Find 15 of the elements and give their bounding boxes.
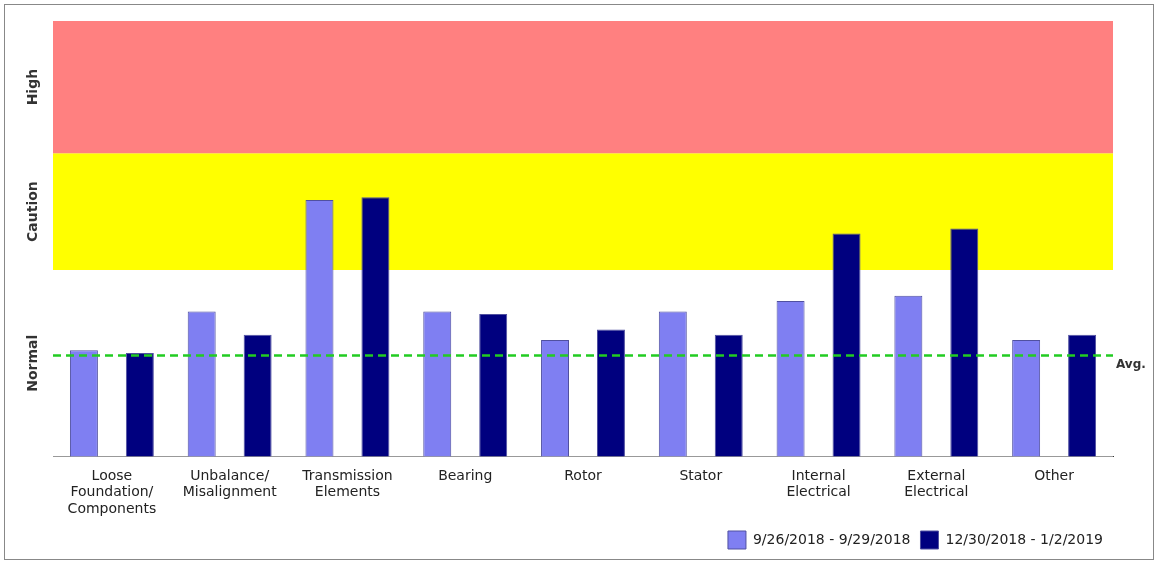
legend-label: 12/30/2018 - 1/2/2019	[945, 530, 1104, 547]
band-label: Caution	[23, 181, 40, 242]
ref-line-label: Avg.	[1116, 356, 1146, 371]
x-tick-label: External Electrical	[904, 466, 969, 500]
x-tick-label: Unbalance/ Misalignment	[182, 466, 278, 500]
x-tick-label: Bearing	[438, 466, 493, 483]
x-tick-label: Internal Electrical	[786, 466, 851, 500]
x-tick-label: Rotor	[564, 466, 602, 483]
x-tick-label: Loose Foundation/ Components	[67, 466, 157, 517]
band-label: High	[23, 68, 40, 106]
band-label: Normal	[23, 334, 40, 392]
x-tick-label: Transmission Elements	[301, 466, 393, 500]
legend-label: 9/26/2018 - 9/29/2018	[752, 530, 911, 547]
x-tick-label: Stator	[679, 466, 723, 483]
x-tick-label: Other	[1034, 466, 1075, 483]
